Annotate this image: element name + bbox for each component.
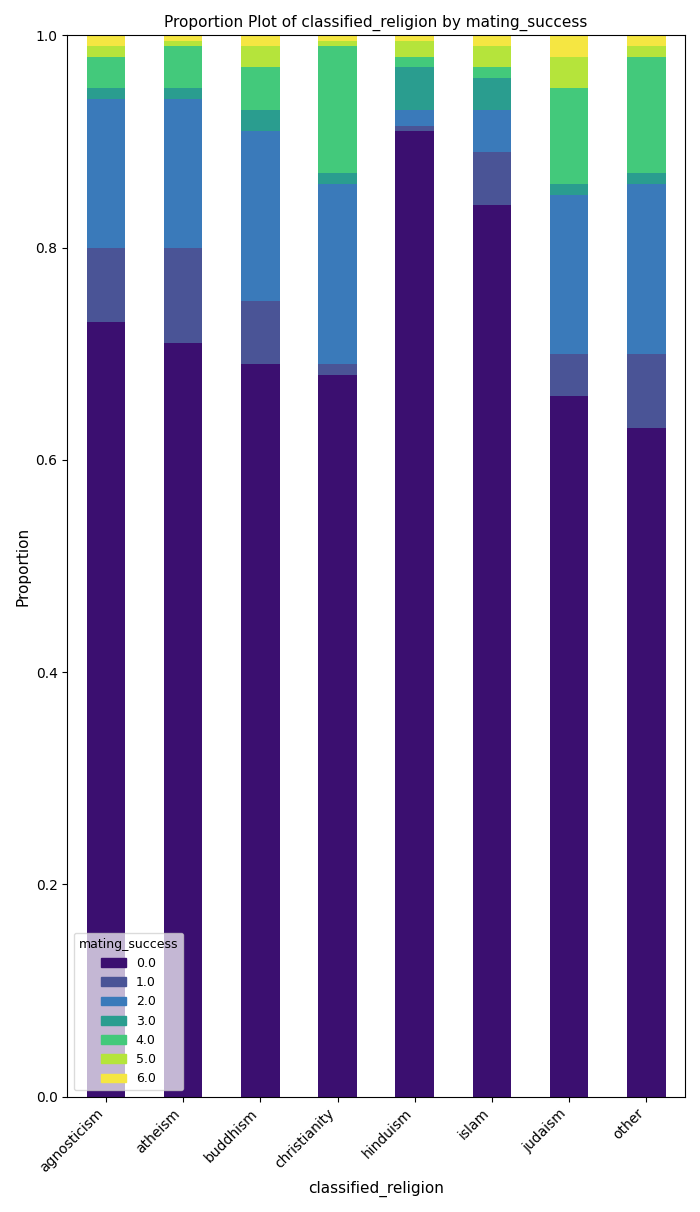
Bar [627,428,666,1097]
Bar [241,109,279,131]
Bar [473,35,511,46]
Bar [241,301,279,365]
Bar [318,173,357,184]
Title: Proportion Plot of classified_religion by mating_success: Proportion Plot of classified_religion b… [164,15,588,32]
Bar [164,99,202,247]
Bar [395,57,434,67]
Bar [318,184,357,365]
Bar [550,195,589,354]
Bar [550,354,589,396]
Bar [164,343,202,1097]
Bar [473,78,511,109]
Bar [395,41,434,57]
X-axis label: classified_religion: classified_religion [308,1180,444,1197]
Bar [473,109,511,152]
Bar [164,46,202,88]
Bar [627,35,666,46]
Bar [627,173,666,184]
Bar [318,365,357,375]
Bar [164,247,202,343]
Bar [550,184,589,195]
Bar [164,35,202,41]
Bar [241,67,279,109]
Bar [627,57,666,173]
Bar [241,365,279,1097]
Bar [395,67,434,109]
Bar [395,131,434,1097]
Bar [395,109,434,126]
Y-axis label: Proportion: Proportion [15,526,30,606]
Bar [318,46,357,173]
Bar [164,41,202,46]
Bar [395,35,434,41]
Bar [627,184,666,354]
Bar [550,57,589,88]
Bar [473,152,511,205]
Bar [473,67,511,78]
Bar [473,205,511,1097]
Bar [87,57,125,88]
Bar [550,35,589,57]
Bar [627,46,666,57]
Bar [318,375,357,1097]
Bar [87,99,125,247]
Bar [395,126,434,131]
Bar [87,46,125,57]
Bar [473,46,511,67]
Bar [550,88,589,184]
Bar [241,46,279,67]
Bar [164,88,202,99]
Bar [550,396,589,1097]
Bar [627,354,666,428]
Legend: 0.0, 1.0, 2.0, 3.0, 4.0, 5.0, 6.0: 0.0, 1.0, 2.0, 3.0, 4.0, 5.0, 6.0 [74,933,183,1091]
Bar [87,88,125,99]
Bar [318,41,357,46]
Bar [87,322,125,1097]
Bar [241,131,279,301]
Bar [87,35,125,46]
Bar [87,247,125,322]
Bar [318,35,357,41]
Bar [241,35,279,46]
